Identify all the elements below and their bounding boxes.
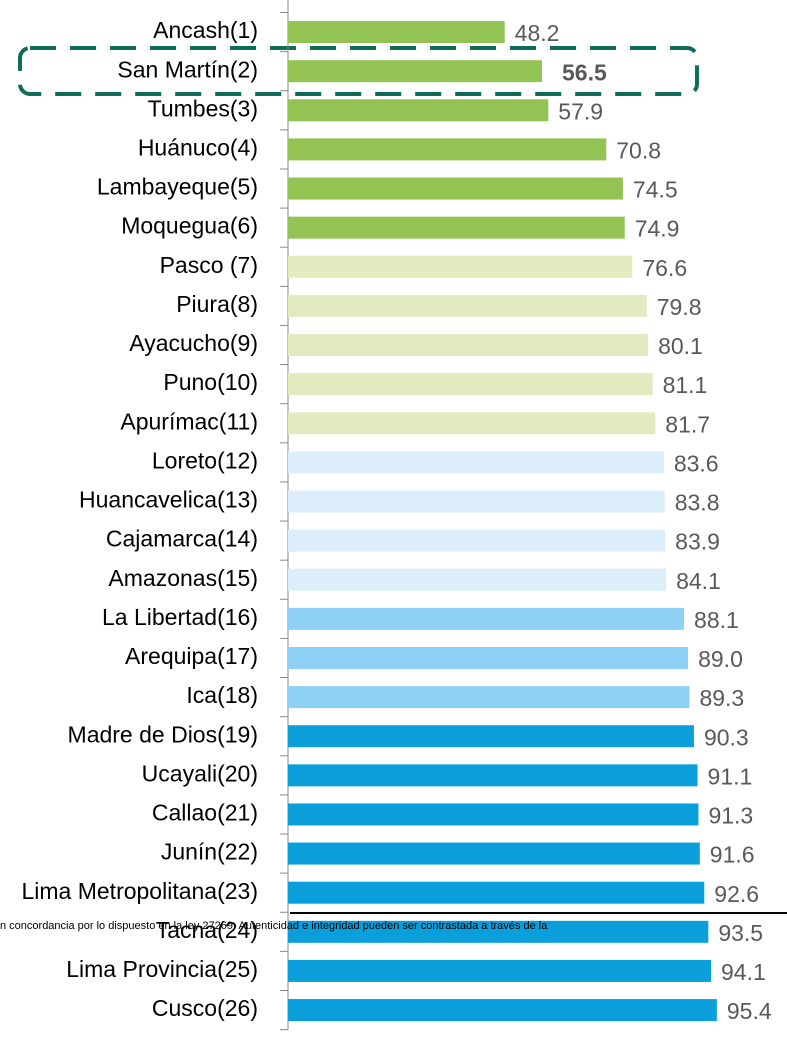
bar — [288, 529, 666, 552]
category-label: San Martín(2) — [117, 56, 258, 82]
value-label: 48.2 — [515, 20, 560, 46]
value-label: 57.9 — [558, 98, 603, 124]
value-label: 80.1 — [658, 333, 703, 359]
bar — [288, 255, 633, 278]
bar — [288, 881, 705, 904]
value-label: 94.1 — [721, 959, 766, 985]
value-label: 70.8 — [616, 137, 661, 163]
value-label: 95.4 — [727, 998, 772, 1024]
bar — [288, 686, 690, 709]
bar — [288, 99, 549, 122]
bar — [288, 216, 625, 239]
value-label: 74.5 — [633, 177, 678, 203]
value-label: 90.3 — [704, 724, 749, 750]
value-label: 79.8 — [657, 294, 702, 320]
bar — [288, 177, 623, 200]
value-label: 83.9 — [675, 529, 720, 555]
category-label: Huancavelica(13) — [79, 487, 258, 513]
bar — [288, 138, 607, 161]
value-label: 76.6 — [642, 255, 687, 281]
category-label: La Libertad(16) — [102, 604, 258, 630]
value-label: 88.1 — [694, 607, 739, 633]
category-label: Amazonas(15) — [108, 565, 258, 591]
category-label: Arequipa(17) — [125, 643, 258, 669]
value-label: 83.8 — [675, 490, 720, 516]
bar — [288, 920, 709, 943]
category-label: Ancash(1) — [153, 17, 258, 43]
category-label: Lambayeque(5) — [97, 174, 258, 200]
bar — [288, 490, 665, 513]
value-label: 93.5 — [718, 920, 763, 946]
bar — [288, 451, 664, 474]
bar — [288, 412, 656, 435]
bar — [288, 842, 700, 865]
value-label: 92.6 — [714, 881, 759, 907]
bar — [288, 294, 647, 317]
watermark-text: n concordancia por lo dispuesto en la le… — [0, 920, 548, 932]
category-label: Junín(22) — [161, 839, 258, 865]
bar — [288, 334, 649, 357]
category-label: Ica(18) — [186, 682, 258, 708]
value-label: 89.0 — [698, 646, 743, 672]
bar — [288, 999, 717, 1022]
bar — [288, 60, 542, 83]
bar — [288, 959, 712, 982]
category-label: Callao(21) — [152, 800, 258, 826]
value-label: 91.6 — [710, 842, 755, 868]
category-label: Madre de Dios(19) — [68, 721, 258, 747]
bar — [288, 568, 667, 591]
value-label: 56.5 — [562, 59, 607, 85]
category-label: Apurímac(11) — [120, 408, 258, 434]
value-label: 81.7 — [665, 411, 710, 437]
category-label: Pasco (7) — [160, 252, 258, 278]
value-label: 91.3 — [708, 803, 753, 829]
category-label: Cusco(26) — [152, 995, 258, 1021]
category-label: Piura(8) — [176, 291, 258, 317]
value-label: 84.1 — [676, 568, 721, 594]
category-label: Loreto(12) — [152, 447, 258, 473]
value-label: 74.9 — [635, 216, 680, 242]
category-label: Moquegua(6) — [121, 213, 258, 239]
bar — [288, 725, 694, 748]
bar — [288, 373, 653, 396]
category-label: Lima Metropolitana(23) — [21, 878, 258, 904]
bar — [288, 607, 685, 630]
value-label: 81.1 — [663, 372, 708, 398]
highlight-box — [18, 46, 699, 96]
bar — [288, 764, 698, 787]
value-label: 91.1 — [708, 763, 753, 789]
category-label: Cajamarca(14) — [106, 526, 258, 552]
bar — [288, 803, 699, 826]
category-label: Huánuco(4) — [138, 134, 258, 160]
category-label: Tumbes(3) — [148, 95, 258, 121]
category-label: Ayacucho(9) — [129, 330, 258, 356]
category-label: Ucayali(20) — [142, 760, 258, 786]
bar — [288, 21, 505, 44]
category-label: Tacna(24) — [156, 917, 258, 943]
value-label: 89.3 — [699, 685, 744, 711]
value-label: 83.6 — [674, 450, 719, 476]
category-label: Lima Provincia(25) — [66, 956, 258, 982]
bar — [288, 646, 689, 669]
category-label: Puno(10) — [163, 369, 258, 395]
